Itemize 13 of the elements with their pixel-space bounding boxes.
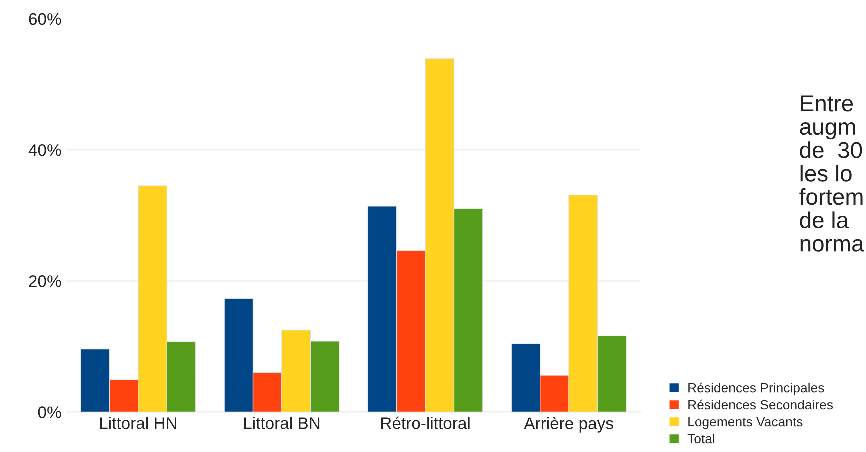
text: Entre augm de 30 les lo fortem de la norma [800,96,864,252]
x-tick-label: Rétro-littoral [382,416,470,430]
x-tick-label: Littoral BN [244,417,320,430]
x-tick-label: Littoral HN [100,417,176,430]
legend-label: Résidences Principales [688,382,824,396]
x-tick-label: Arrière pays [524,417,614,433]
y-tick-label: 40% [28,144,62,156]
y-tick-label: 20% [29,276,62,288]
legend-label: Logements Vacants [688,417,803,430]
y-tick-label: 60% [29,13,62,26]
legend-label: Résidences Secondaires [688,400,834,410]
legend-label: Total [688,434,715,444]
y-tick-label: 0% [38,406,62,418]
